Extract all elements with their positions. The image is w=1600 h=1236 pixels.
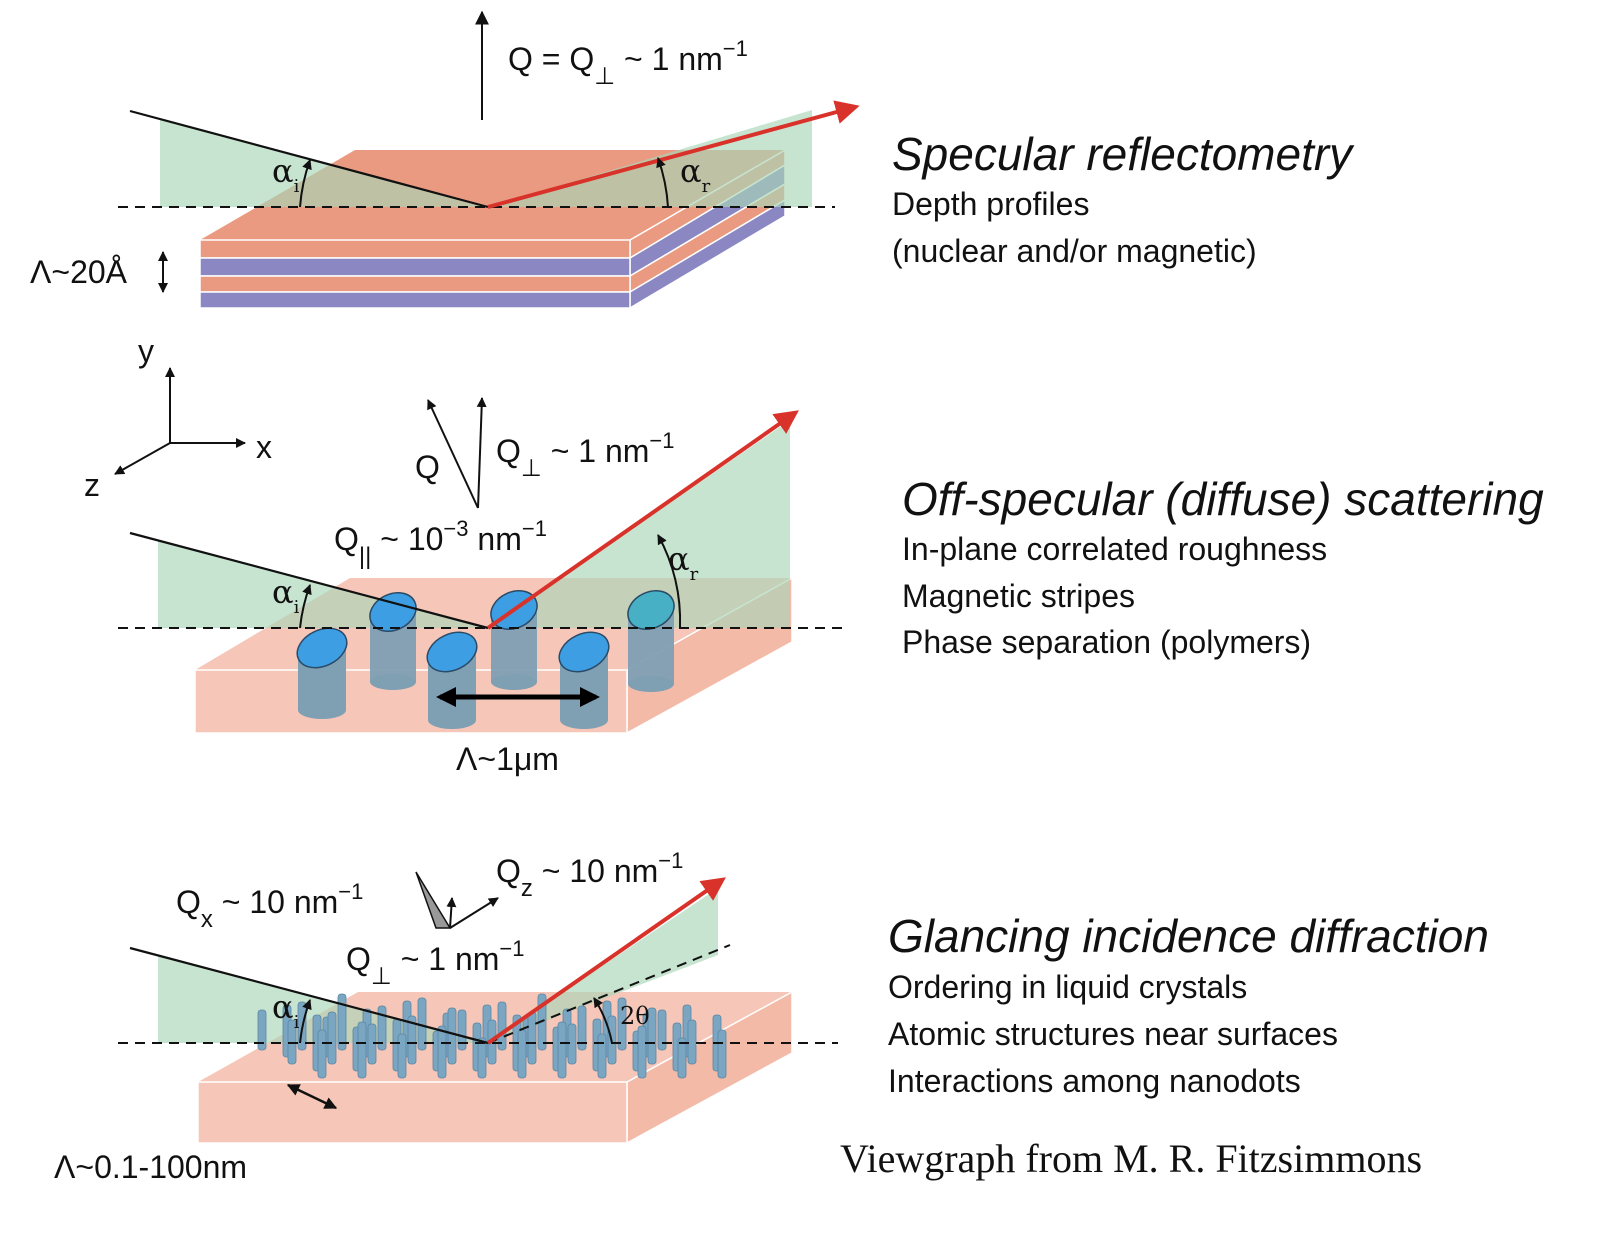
nanorod bbox=[257, 1009, 267, 1051]
lambda-label: Λ~20Å bbox=[30, 254, 128, 290]
nanorod bbox=[517, 1029, 527, 1079]
nanorod-array bbox=[257, 993, 727, 1079]
lambda-label: Λ~1μm bbox=[456, 741, 559, 777]
panel-desc-0: Depth profiles bbox=[892, 186, 1089, 222]
q-perp-label: Q⊥ ~ 1 nm−1 bbox=[346, 936, 525, 990]
axis-z-label: z bbox=[84, 467, 100, 503]
nanorod bbox=[377, 1005, 387, 1051]
alpha-r-arc bbox=[656, 157, 669, 208]
panel-desc-1: Atomic structures near surfaces bbox=[888, 1016, 1338, 1052]
nanorod bbox=[327, 1011, 337, 1065]
nanorod bbox=[397, 1033, 407, 1079]
panel-desc-0: In-plane correlated roughness bbox=[902, 531, 1327, 567]
nanorod bbox=[647, 1007, 657, 1065]
reflected-beam bbox=[487, 100, 860, 209]
two-theta-label: 2θ bbox=[620, 1002, 650, 1030]
scattering-plane-out bbox=[488, 110, 812, 207]
panel-desc-1: Magnetic stripes bbox=[902, 578, 1135, 614]
nanorod bbox=[317, 1029, 327, 1079]
nanorod bbox=[407, 1015, 417, 1065]
panel-specular: Q = Q⊥ ~ 1 nm−1 αi αr Λ~20Å Specular ref… bbox=[30, 10, 1355, 310]
alpha-r-label: αr bbox=[668, 540, 699, 585]
incident-beam bbox=[129, 946, 489, 1045]
cylinder bbox=[296, 627, 348, 719]
nanorod bbox=[557, 1021, 567, 1079]
q-vector bbox=[427, 399, 479, 509]
nanorod bbox=[577, 1005, 587, 1051]
alpha-i-arc bbox=[299, 584, 312, 629]
cylinder bbox=[627, 590, 675, 692]
diffracted-beam bbox=[486, 877, 726, 1045]
nanorod bbox=[477, 1037, 487, 1079]
nanorod bbox=[527, 1011, 537, 1065]
nanorod bbox=[437, 1025, 447, 1079]
q-perp-vector bbox=[476, 397, 487, 509]
cylinder bbox=[369, 592, 417, 690]
axis-x-label: x bbox=[256, 429, 272, 465]
nanorod bbox=[457, 1009, 467, 1051]
axis-y-label: y bbox=[138, 333, 154, 369]
q-parallel-label: Q|| ~ 10−3 nm−1 bbox=[334, 516, 547, 570]
nanorod bbox=[677, 1037, 687, 1079]
alpha-i-label: αi bbox=[272, 988, 300, 1033]
q-label: Q = Q⊥ ~ 1 nm−1 bbox=[508, 36, 748, 90]
nanorod bbox=[357, 1021, 367, 1079]
alpha-r-label: αr bbox=[680, 152, 711, 197]
alpha-i-label: αi bbox=[272, 152, 300, 197]
nanorod bbox=[597, 1033, 607, 1079]
diffraction-plane-line bbox=[487, 944, 731, 1044]
panel-desc-2: Interactions among nanodots bbox=[888, 1063, 1301, 1099]
qz-label: Qz ~ 10 nm−1 bbox=[496, 848, 683, 902]
qx-label: Qx ~ 10 nm−1 bbox=[176, 879, 363, 933]
nanorod bbox=[337, 993, 347, 1051]
q-label: Q bbox=[415, 449, 440, 485]
alpha-i-label: αi bbox=[272, 573, 300, 618]
nanorod bbox=[447, 1007, 457, 1065]
alpha-i-arc bbox=[299, 999, 312, 1044]
nanorod bbox=[657, 1009, 667, 1051]
q-perp-vector bbox=[446, 897, 457, 929]
qz-vector bbox=[449, 897, 499, 929]
panel-desc-1: (nuclear and/or magnetic) bbox=[892, 233, 1257, 269]
panel-title: Specular reflectometry bbox=[892, 128, 1355, 180]
alpha-i-arc bbox=[299, 159, 312, 208]
panel-off-specular: Q Q⊥ ~ 1 nm−1 Q|| ~ 10−3 nm−1 αi αr Λ~1μ… bbox=[118, 397, 1544, 777]
panel-title: Off-specular (diffuse) scattering bbox=[902, 473, 1544, 525]
panel-title: Glancing incidence diffraction bbox=[888, 910, 1489, 962]
nanorod bbox=[687, 1019, 697, 1065]
coordinate-axes: y x z bbox=[84, 333, 272, 503]
nanorod bbox=[617, 997, 627, 1051]
lambda-label: Λ~0.1-100nm bbox=[54, 1149, 247, 1185]
cylinder bbox=[426, 631, 478, 729]
nanorod bbox=[497, 1001, 507, 1051]
nanorod bbox=[717, 1029, 727, 1079]
scattered-beam bbox=[486, 410, 799, 630]
nanorod bbox=[637, 1025, 647, 1079]
q-perp-label: Q⊥ ~ 1 nm−1 bbox=[496, 428, 675, 482]
two-theta-arc bbox=[593, 997, 613, 1044]
spacing-arrow bbox=[286, 1083, 338, 1110]
incident-beam bbox=[129, 109, 489, 209]
panel-desc-2: Phase separation (polymers) bbox=[902, 624, 1311, 660]
cylinder bbox=[558, 631, 610, 729]
alpha-r-arc bbox=[657, 534, 682, 629]
credit-text: Viewgraph from M. R. Fitzsimmons bbox=[840, 1136, 1422, 1181]
substrate-front bbox=[197, 1081, 628, 1144]
panel-desc-0: Ordering in liquid crystals bbox=[888, 969, 1247, 1005]
incident-beam bbox=[129, 531, 489, 630]
panel-glancing-incidence: Qx ~ 10 nm−1 Qz ~ 10 nm−1 Q⊥ ~ 1 nm−1 αi… bbox=[54, 848, 1489, 1185]
q-triangle bbox=[415, 871, 452, 929]
